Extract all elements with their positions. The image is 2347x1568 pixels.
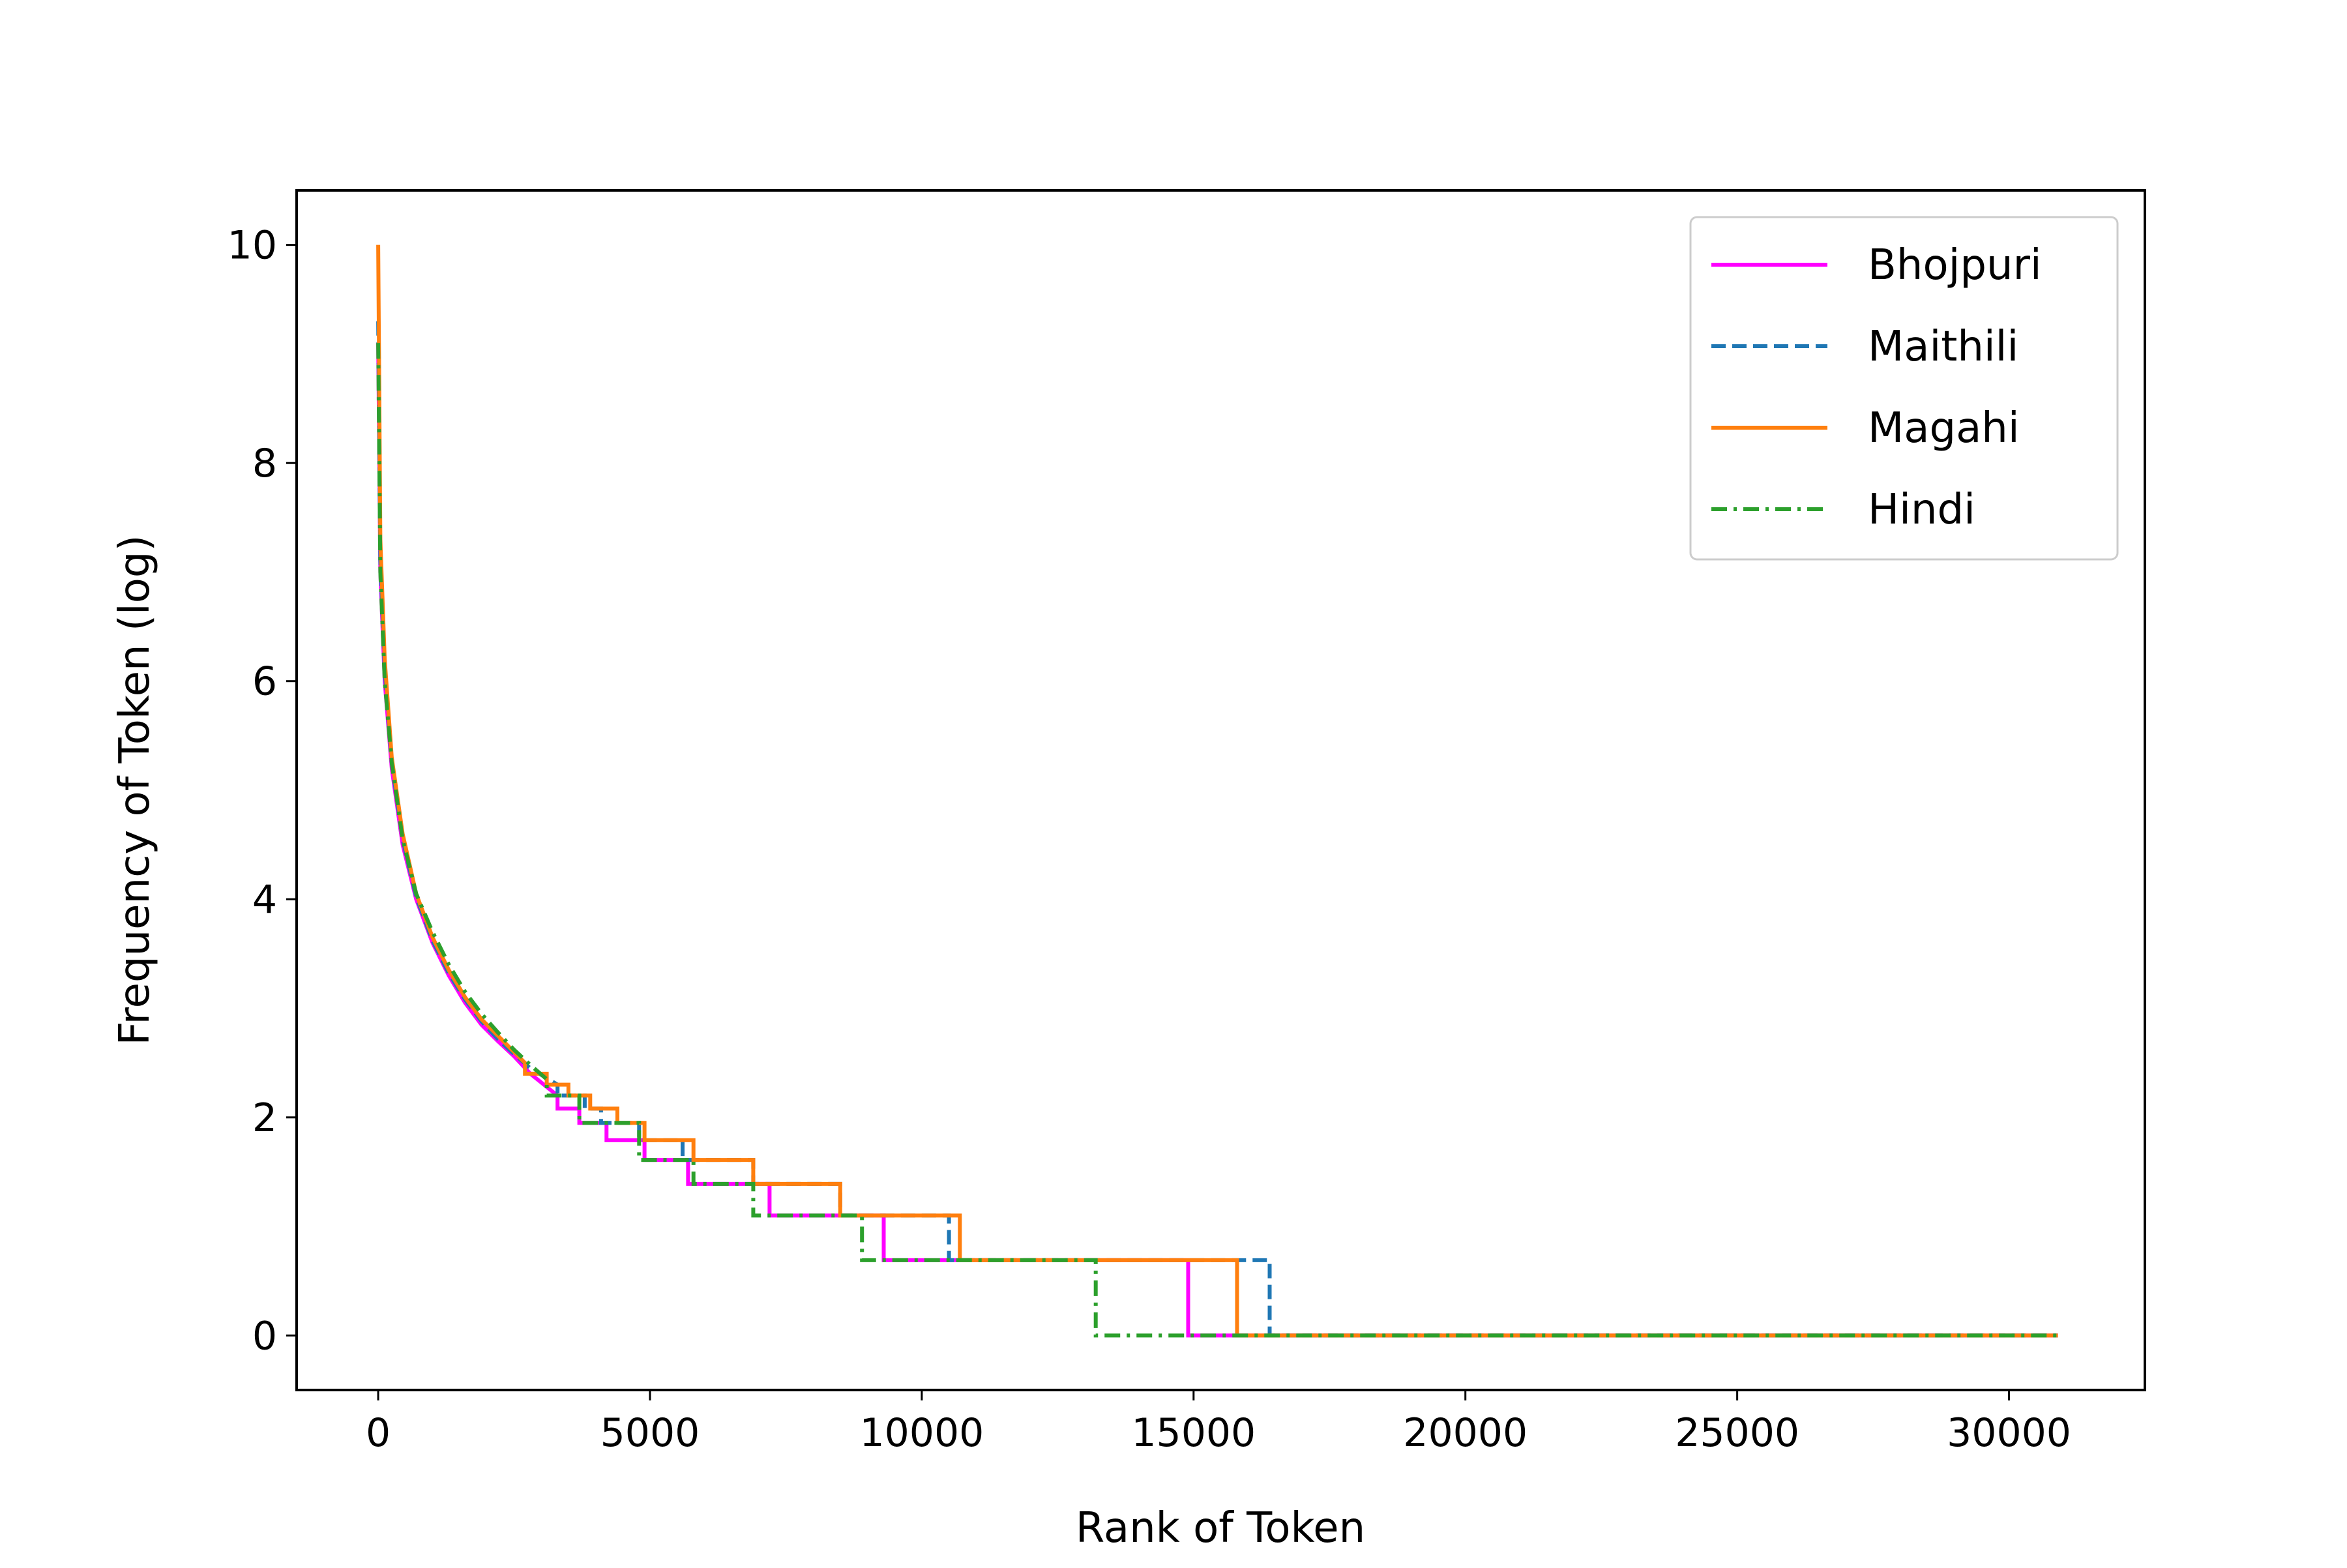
y-axis: 0 2 4 6 8 10 (228, 223, 297, 1359)
x-axis: 0 5000 10000 15000 20000 25000 30000 (366, 1390, 2071, 1456)
x-tick-label: 25000 (1675, 1410, 1799, 1456)
x-tick-label: 10000 (859, 1410, 984, 1456)
x-tick-label: 30000 (1947, 1410, 2071, 1456)
y-tick-label: 6 (252, 659, 277, 705)
x-tick-label: 20000 (1403, 1410, 1528, 1456)
x-tick-label: 0 (366, 1410, 391, 1456)
x-tick-label: 5000 (600, 1410, 700, 1456)
x-tick-label: 15000 (1131, 1410, 1256, 1456)
legend-label-hindi: Hindi (1868, 486, 1975, 534)
y-tick-label: 10 (228, 223, 277, 269)
y-tick-label: 8 (252, 441, 277, 486)
y-tick-label: 4 (252, 877, 277, 923)
legend-label-maithili: Maithili (1868, 323, 2018, 371)
y-tick-label: 2 (252, 1095, 277, 1141)
legend-label-magahi: Magahi (1868, 404, 2020, 452)
series-line-hindi (376, 343, 2058, 1338)
legend-label-bhojpuri: Bhojpuri (1868, 241, 2042, 289)
axes-frame (295, 189, 2146, 1391)
plot-area (376, 244, 2058, 1338)
legend-box (1689, 216, 2119, 561)
y-tick-label: 0 (252, 1313, 277, 1359)
y-axis-label: Frequency of Token (log) (111, 535, 159, 1046)
x-axis-label: Rank of Token (1076, 1504, 1365, 1552)
legend: Bhojpuri Maithili Magahi Hindi (1689, 216, 2119, 561)
